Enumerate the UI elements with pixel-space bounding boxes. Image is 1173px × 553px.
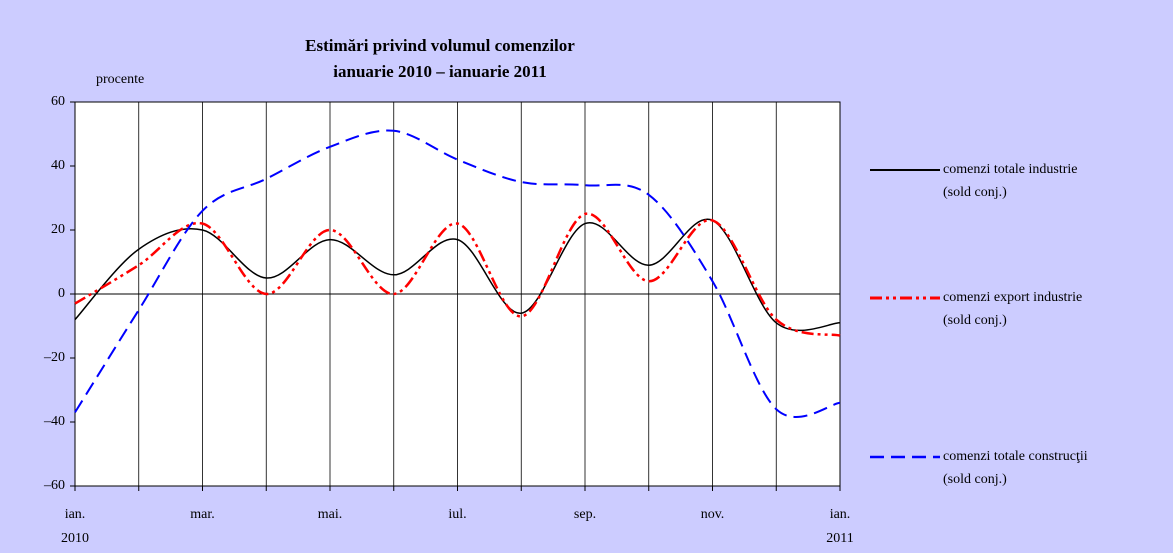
legend-label: comenzi totale construcţii xyxy=(943,449,1088,464)
x-tick-label: ian. xyxy=(65,507,86,522)
legend-label: comenzi totale industrie xyxy=(943,162,1078,177)
x-tick-label: iul. xyxy=(448,507,466,522)
y-tick-label: –60 xyxy=(43,478,65,493)
legend-note: (sold conj.) xyxy=(943,185,1007,200)
x-tick-label: mar. xyxy=(190,507,215,522)
chart-title: ianuarie 2010 – ianuarie 2011 xyxy=(333,62,546,81)
x-tick-label: sep. xyxy=(574,507,596,522)
y-tick-label: –20 xyxy=(43,350,65,365)
legend-note: (sold conj.) xyxy=(943,313,1007,328)
y-tick-label: 20 xyxy=(51,222,65,237)
y-tick-label: 0 xyxy=(58,286,65,301)
chart-title: Estimări privind volumul comenzilor xyxy=(305,36,575,55)
y-axis-label: procente xyxy=(96,72,144,87)
series-line xyxy=(74,212,841,337)
x-year-label: 2011 xyxy=(826,531,853,546)
y-tick-label: 60 xyxy=(51,94,65,109)
y-tick-label: –40 xyxy=(43,414,65,429)
y-tick-label: 40 xyxy=(51,158,65,173)
x-tick-label: mai. xyxy=(318,507,343,522)
legend-note: (sold conj.) xyxy=(943,472,1007,487)
x-year-label: 2010 xyxy=(61,531,89,546)
legend-label: comenzi export industrie xyxy=(943,290,1082,305)
x-tick-label: nov. xyxy=(701,507,725,522)
x-tick-label: ian. xyxy=(830,507,851,522)
